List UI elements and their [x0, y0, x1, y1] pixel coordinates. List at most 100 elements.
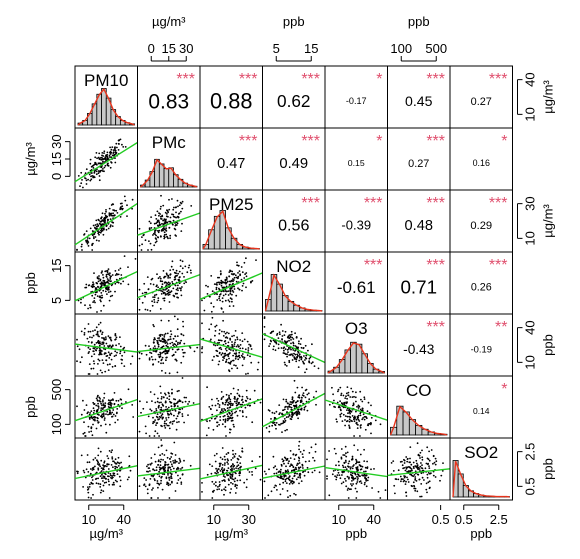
scatter-point: [173, 206, 175, 209]
scatter-point: [298, 340, 300, 343]
scatter-point: [248, 471, 251, 473]
scatter-point: [99, 475, 102, 478]
scatter-point: [94, 161, 96, 164]
scatter-point: [290, 342, 292, 345]
scatter-point: [285, 365, 288, 367]
scatter-point: [167, 277, 170, 279]
scatter-point: [232, 387, 235, 390]
scatter-point: [287, 406, 290, 408]
panel-frame: [74, 375, 138, 439]
scatter-point: [110, 404, 112, 407]
scatter-point: [229, 287, 232, 290]
scatter-point: [224, 299, 227, 302]
scatter-point: [159, 352, 162, 355]
scatter-point: [281, 413, 283, 416]
scatter-point: [102, 274, 104, 276]
scatter-point: [113, 403, 116, 406]
scatter-point: [400, 480, 402, 483]
scatter-point: [166, 397, 169, 399]
scatter-point: [221, 447, 224, 449]
scatter-point: [226, 407, 229, 410]
scatter-point: [104, 465, 107, 467]
scatter-point: [409, 446, 412, 448]
scatter-point: [167, 463, 170, 466]
scatter-point: [182, 351, 185, 354]
scatter-point: [220, 284, 223, 287]
scatter-point: [96, 413, 99, 416]
scatter-point: [403, 462, 406, 464]
scatter-point: [295, 478, 298, 481]
scatter-point: [298, 353, 301, 356]
scatter-point: [138, 298, 141, 300]
scatter-point: [163, 237, 166, 240]
scatter-point: [163, 334, 166, 336]
scatter-point: [215, 324, 218, 327]
fit-line: [137, 212, 201, 236]
scatter-point: [101, 270, 103, 273]
scatter-point: [112, 409, 115, 411]
scatter-point: [117, 273, 120, 276]
scatter-point: [234, 483, 237, 486]
scatter-point: [177, 412, 180, 415]
fit-line: [262, 465, 326, 479]
scatter-point: [223, 355, 226, 358]
scatter-point: [268, 345, 270, 347]
scatter-point: [92, 334, 95, 337]
scatter-point: [168, 476, 171, 479]
scatter-point: [94, 329, 96, 332]
scatter-point: [403, 459, 406, 462]
scatter-point: [349, 467, 352, 470]
scatter-point: [344, 397, 347, 399]
scatter-point: [410, 463, 413, 466]
scatter-point: [281, 335, 284, 337]
scatter-point: [174, 228, 177, 231]
scatter-point: [98, 175, 101, 177]
scatter-point: [347, 394, 349, 397]
scatter-point: [104, 336, 107, 338]
scatter-point: [230, 287, 233, 290]
scatter-point: [89, 162, 92, 165]
scatter-point: [218, 341, 221, 344]
scatter-point: [150, 248, 153, 251]
scatter-point: [96, 332, 99, 334]
scatter-point: [184, 265, 187, 268]
scatter-point: [408, 466, 411, 469]
scatter-point: [228, 370, 231, 373]
scatter-point: [355, 400, 357, 403]
scatter-point: [76, 472, 79, 475]
scatter-point: [355, 458, 357, 461]
scatter-point: [107, 335, 110, 337]
scatter-point: [160, 218, 163, 220]
tick-label: 30: [242, 512, 256, 527]
scatter-point: [245, 272, 248, 274]
scatter-point: [233, 276, 236, 279]
scatter-point: [302, 361, 305, 364]
scatter-point: [114, 467, 117, 470]
scatter-point: [234, 453, 237, 455]
scatter-point: [205, 434, 208, 437]
scatter-point: [183, 459, 185, 462]
scatter-point: [93, 171, 96, 174]
scatter-point: [211, 497, 214, 499]
scatter-point: [237, 464, 240, 467]
scatter-point: [176, 348, 179, 351]
scatter-point: [100, 353, 103, 356]
scatter-point: [100, 300, 102, 303]
scatter-point: [97, 402, 99, 405]
scatter-point: [238, 474, 241, 477]
scatter-point: [218, 295, 221, 298]
scatter-point: [157, 446, 160, 449]
scatter-point: [96, 223, 99, 226]
scatter-point: [346, 420, 349, 422]
scatter-point: [357, 407, 360, 409]
scatter-point: [268, 468, 270, 471]
scatter-point: [287, 462, 290, 465]
scatter-point: [180, 483, 183, 485]
scatter-point: [272, 345, 275, 348]
scatter-point: [155, 240, 158, 243]
scatter-point: [108, 483, 111, 486]
scatter-point: [221, 286, 224, 289]
scatter-point: [348, 424, 350, 427]
scatter-point: [76, 338, 78, 341]
scatter-point: [138, 244, 141, 247]
